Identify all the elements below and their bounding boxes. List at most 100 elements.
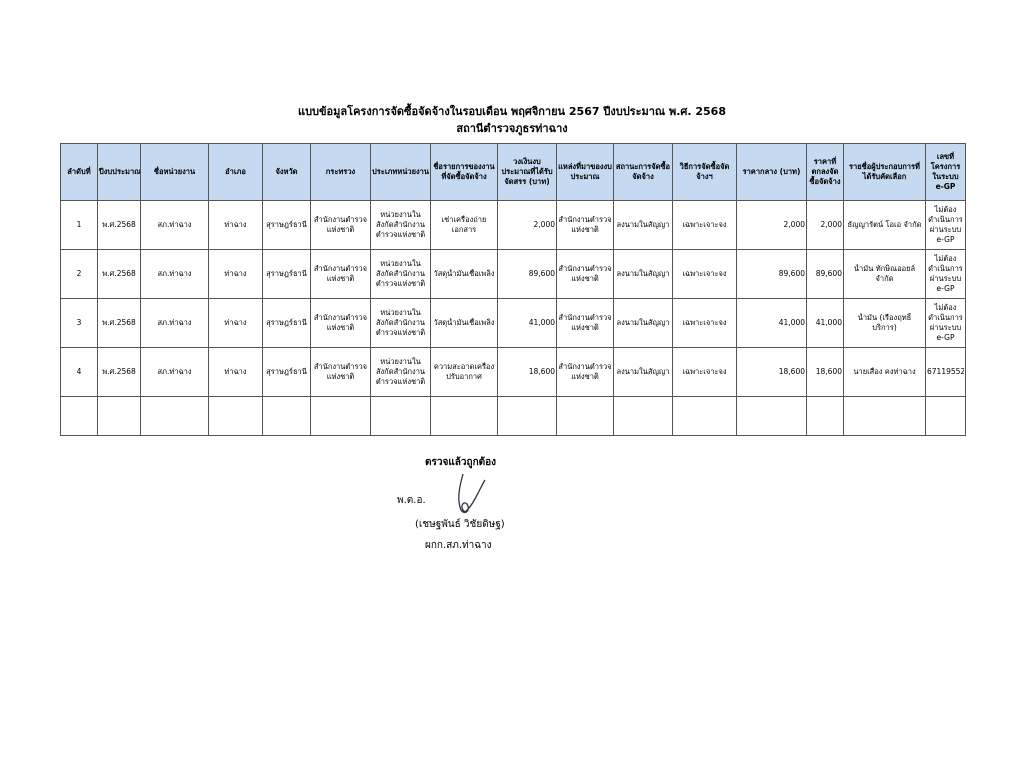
table-cell: นายเสื่อง คงท่าฉาง (843, 347, 926, 397)
signer-position: ผกก.สภ.ท่าฉาง (425, 540, 492, 551)
table-cell: สำนักงานตำรวจแห่งชาติ (556, 298, 614, 348)
table-cell: 3 (60, 298, 98, 348)
cell-text: สำนักงานตำรวจแห่งชาติ (558, 215, 612, 234)
table-cell: 18,600 (736, 347, 807, 397)
empty-cell (97, 396, 141, 436)
table-cell: เช่าเครื่องถ่ายเอกสาร (430, 200, 498, 250)
cell-text: น้ำมัน ทักษิณออยล์ จำกัด (853, 264, 916, 283)
empty-cell (672, 396, 737, 436)
cell-text: ลงนามในสัญญา (616, 318, 670, 327)
table-cell: วัสดุน้ำมันเชื้อเพลิง (430, 298, 498, 348)
table-cell: ไม่ต้องดำเนินการผ่านระบบ e-GP (925, 249, 966, 299)
table-cell: เฉพาะเจาะจง (672, 347, 737, 397)
cell-text: ลงนามในสัญญา (616, 269, 670, 278)
table-cell: สำนักงานตำรวจแห่งชาติ (556, 200, 614, 250)
cell-text: ไม่ต้องดำเนินการผ่านระบบ e-GP (928, 205, 963, 244)
table-cell: ท่าฉาง (208, 249, 263, 299)
cell-text: ท่าฉาง (224, 318, 247, 327)
table-cell: สำนักงานตำรวจแห่งชาติ (310, 298, 371, 348)
cell-text: นายเสื่อง คงท่าฉาง (853, 367, 916, 376)
empty-row (60, 396, 966, 436)
cell-text: หน่วยงานในสังกัดสำนักงานตำรวจแห่งชาติ (375, 308, 426, 337)
cell-text: ท่าฉาง (224, 220, 247, 229)
table-cell: น้ำมัน ทักษิณออยล์ จำกัด (843, 249, 926, 299)
column-header: ราคากลาง (บาท) (736, 143, 807, 201)
cell-text: 18,600 (778, 367, 805, 376)
cell-text: เฉพาะเจาะจง (682, 269, 727, 278)
column-header: ประเภทหน่วยงาน (370, 143, 431, 201)
table-cell: สำนักงานตำรวจแห่งชาติ (310, 347, 371, 397)
cell-text: 41,000 (778, 318, 805, 327)
subtitle: สถานีตำรวจภูธรท่าฉาง (456, 122, 568, 135)
title: แบบข้อมูลโครงการจัดซื้อจัดจ้างในรอบเดือน… (297, 105, 726, 118)
table-cell: 89,600 (806, 249, 844, 299)
cell-text: สุราษฎร์ธานี (266, 269, 307, 278)
column-header: แหล่งที่มาของงบประมาณ (556, 143, 614, 201)
table-cell: เฉพาะเจาะจง (672, 298, 737, 348)
cell-text: สุราษฎร์ธานี (266, 367, 307, 376)
signer-name: (เชษฐพันธ์ วิชัยดิษฐ) (415, 519, 505, 530)
cell-text: พ.ศ.2568 (102, 318, 136, 327)
cell-text: พ.ศ.2568 (102, 269, 136, 278)
cell-text: สุราษฎร์ธานี (266, 318, 307, 327)
table-cell: พ.ศ.2568 (97, 347, 141, 397)
table-cell: สภ.ท่าฉาง (140, 347, 209, 397)
cell-text: เฉพาะเจาะจง (682, 220, 727, 229)
empty-cell (613, 396, 673, 436)
table-row: 3 พ.ศ.2568 สภ.ท่าฉาง ท่าฉาง สุราษฎร์ธานี สำนั… (60, 298, 966, 348)
table-cell: สุราษฎร์ธานี (262, 298, 311, 348)
cell-text: วัสดุน้ำมันเชื้อเพลิง (433, 318, 495, 327)
table-cell: ลงนามในสัญญา (613, 200, 673, 250)
table-cell: สุราษฎร์ธานี (262, 249, 311, 299)
table-cell: ลงนามในสัญญา (613, 298, 673, 348)
table-body: 1 พ.ศ.2568 สภ.ท่าฉาง ท่าฉาง สุราษฎร์ธานี สำนั… (60, 200, 966, 436)
table-cell: 4 (60, 347, 98, 397)
table-cell: เฉพาะเจาะจง (672, 249, 737, 299)
cell-text: สำนักงานตำรวจแห่งชาติ (558, 362, 612, 381)
table-cell: ลงนามในสัญญา (613, 347, 673, 397)
table-cell: ท่าฉาง (208, 347, 263, 397)
column-header: วงเงินงบประมาณที่ได้รับจัดสรร (บาท) (497, 143, 557, 201)
cell-text: ท่าฉาง (224, 269, 247, 278)
table-cell: สำนักงานตำรวจแห่งชาติ (556, 347, 614, 397)
cell-text: ลงนามในสัญญา (616, 367, 670, 376)
empty-cell (430, 396, 498, 436)
cell-text: น้ำมัน (เรืองฤทธิ์ บริการ) (857, 313, 912, 332)
cell-text: หน่วยงานในสังกัดสำนักงานตำรวจแห่งชาติ (375, 210, 426, 239)
table-cell: สภ.ท่าฉาง (140, 249, 209, 299)
cell-text: 2,000 (820, 220, 842, 229)
empty-cell (262, 396, 311, 436)
empty-cell (208, 396, 263, 436)
cell-text: 2 (76, 269, 82, 278)
checked-text: ตรวจแล้วถูกต้อง (425, 457, 497, 468)
table-cell: ไม่ต้องดำเนินการผ่านระบบ e-GP (925, 200, 966, 250)
table-cell: ท่าฉาง (208, 298, 263, 348)
table-cell: 6711955201 (925, 347, 966, 397)
header-row: ลำดับที่ ปีงบประมาณ ชื่อหน่วยงาน อำเภอ จังหว… (60, 143, 966, 201)
table-cell: 2,000 (806, 200, 844, 250)
cell-text: ธัญญารัตน์ โอเอ จำกัด (847, 220, 922, 229)
column-header: วิธีการจัดซื้อจัดจ้างฯ (672, 143, 737, 201)
table-cell: สภ.ท่าฉาง (140, 200, 209, 250)
table-cell: ลงนามในสัญญา (613, 249, 673, 299)
empty-cell (556, 396, 614, 436)
column-header: ชื่อหน่วยงาน (140, 143, 209, 201)
signature-mark (458, 473, 486, 514)
cell-text: 18,600 (815, 367, 842, 376)
table-cell: พ.ศ.2568 (97, 298, 141, 348)
table-cell: ไม่ต้องดำเนินการผ่านระบบ e-GP (925, 298, 966, 348)
table-cell: 2 (60, 249, 98, 299)
cell-text: 89,600 (528, 269, 555, 278)
cell-text: 41,000 (815, 318, 842, 327)
table-cell: 18,600 (497, 347, 557, 397)
empty-cell (925, 396, 966, 436)
cell-text: 2,000 (783, 220, 805, 229)
column-header: ราคาที่ตกลงจัดซื้อจัดจ้าง (806, 143, 844, 201)
table-cell: 1 (60, 200, 98, 250)
rank: พ.ต.อ. (397, 495, 426, 506)
table-cell: สำนักงานตำรวจแห่งชาติ (310, 200, 371, 250)
column-header: ปีงบประมาณ (97, 143, 141, 201)
cell-text: เฉพาะเจาะจง (682, 367, 727, 376)
cell-text: พ.ศ.2568 (102, 220, 136, 229)
table-cell: หน่วยงานในสังกัดสำนักงานตำรวจแห่งชาติ (370, 249, 431, 299)
